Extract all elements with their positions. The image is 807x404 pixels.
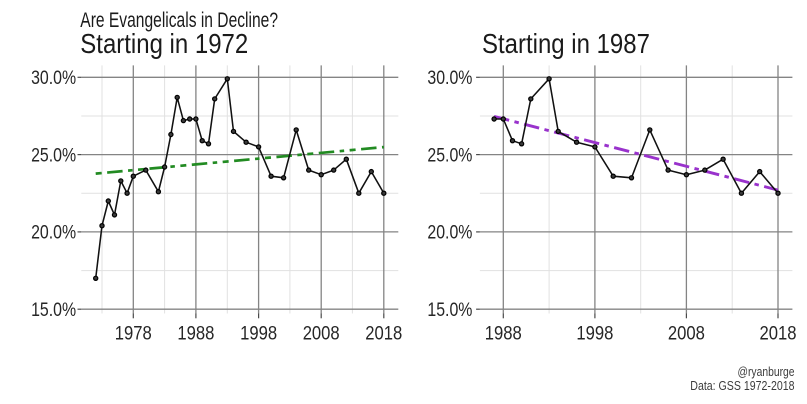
svg-text:Are Evangelicals in Decline?: Are Evangelicals in Decline?: [80, 9, 278, 32]
svg-text:1988: 1988: [485, 323, 522, 345]
svg-text:15.0%: 15.0%: [427, 299, 472, 321]
svg-text:25.0%: 25.0%: [427, 144, 472, 166]
svg-text:Starting in 1972: Starting in 1972: [80, 28, 248, 59]
svg-text:@ryanburge: @ryanburge: [738, 365, 795, 379]
svg-text:1978: 1978: [115, 323, 152, 345]
svg-text:20.0%: 20.0%: [31, 222, 76, 244]
svg-text:Starting in 1987: Starting in 1987: [482, 28, 650, 59]
svg-text:2018: 2018: [365, 323, 402, 345]
svg-text:2008: 2008: [668, 323, 705, 345]
svg-text:1998: 1998: [576, 323, 613, 345]
svg-text:Data: GSS 1972-2018: Data: GSS 1972-2018: [690, 379, 794, 393]
svg-text:2018: 2018: [760, 323, 797, 345]
svg-text:25.0%: 25.0%: [31, 144, 76, 166]
svg-text:15.0%: 15.0%: [31, 299, 76, 321]
svg-text:30.0%: 30.0%: [427, 67, 472, 89]
svg-text:30.0%: 30.0%: [31, 67, 76, 89]
svg-text:1998: 1998: [240, 323, 277, 345]
svg-text:1988: 1988: [177, 323, 214, 345]
svg-text:20.0%: 20.0%: [427, 222, 472, 244]
svg-text:2008: 2008: [303, 323, 340, 345]
